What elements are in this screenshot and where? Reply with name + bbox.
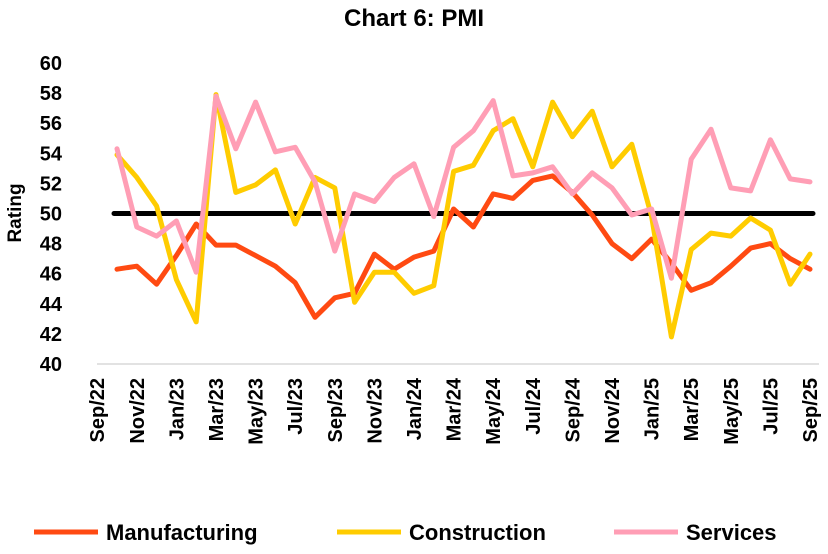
x-tick-label: Jul/24 (523, 377, 545, 435)
x-tick-label: Sep/22 (87, 378, 109, 442)
x-tick-label: Sep/24 (562, 377, 584, 442)
y-tick-label: 54 (40, 143, 63, 165)
x-tick-label: Jul/23 (285, 378, 307, 435)
x-tick-label: May/24 (483, 377, 505, 445)
y-tick-label: 60 (40, 53, 62, 75)
y-tick-label: 50 (40, 204, 62, 226)
x-tick-label: May/23 (246, 378, 268, 445)
series-line-manufacturing (114, 173, 813, 320)
legend-label-services: Services (686, 520, 777, 545)
y-tick-label: 56 (40, 113, 62, 135)
y-tick-label: 52 (40, 173, 62, 195)
y-axis-label: Rating (5, 183, 26, 242)
x-tick-label: Sep/25 (800, 378, 822, 442)
series-line-construction (114, 92, 813, 340)
y-tick-label: 44 (40, 294, 63, 316)
x-tick-label: Mar/23 (206, 378, 228, 441)
legend-label-construction: Construction (409, 520, 546, 545)
y-tick-label: 48 (40, 234, 62, 256)
x-tick-label: Nov/22 (127, 378, 149, 444)
x-tick-label: May/25 (721, 378, 743, 445)
legend-label-manufacturing: Manufacturing (106, 520, 258, 545)
x-tick-label: Nov/24 (602, 377, 624, 443)
y-tick-label: 40 (40, 354, 62, 376)
x-tick-label: Jul/25 (760, 378, 782, 435)
x-tick-label: Mar/25 (681, 378, 703, 441)
x-tick-label: Nov/23 (364, 378, 386, 444)
series-line-services (114, 93, 813, 281)
y-tick-label: 58 (40, 83, 62, 105)
x-tick-label: Jan/25 (642, 378, 664, 440)
x-tick-label: Jan/23 (166, 378, 188, 440)
y-tick-label: 42 (40, 324, 62, 346)
x-tick-label: Jan/24 (404, 377, 426, 440)
y-tick-label: 46 (40, 264, 62, 286)
x-tick-label: Sep/23 (325, 378, 347, 442)
x-tick-label: Mar/24 (444, 377, 466, 441)
chart-title: Chart 6: PMI (344, 5, 484, 32)
